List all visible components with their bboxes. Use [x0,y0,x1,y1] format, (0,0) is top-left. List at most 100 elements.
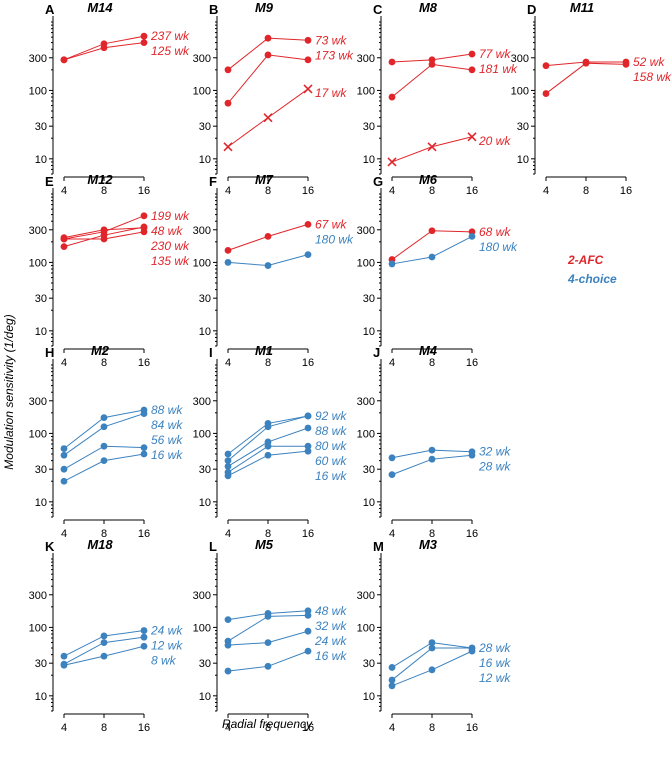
series-label: 56 wk [151,433,183,447]
y-tick-label: 10 [35,497,47,509]
data-point [60,243,68,251]
y-tick-label: 300 [511,53,529,65]
y-tick-label: 30 [199,293,211,305]
y-tick-label: 10 [363,154,375,166]
series-label: 173 wk [315,48,354,62]
data-point [264,233,272,240]
data-point [388,93,396,101]
x-tick-label: 8 [101,722,107,734]
series-label: 12 wk [479,671,511,685]
y-tick-label: 30 [35,121,47,133]
y-tick-label: 300 [193,53,211,65]
y-tick-label: 100 [29,85,47,97]
y-tick-label: 300 [29,53,47,65]
data-point [388,260,396,268]
data-point [224,641,232,649]
data-point [428,253,436,261]
x-tick-label: 16 [302,528,314,540]
data-point [304,36,312,44]
data-point-x [387,157,397,167]
x-tick-label: 16 [302,357,314,369]
data-point [224,259,232,266]
panel-letter: K [45,539,55,554]
series-label: 48 wk [315,604,347,618]
series-label: 32 wk [479,445,511,459]
series-label: 16 wk [151,448,183,462]
series-label: 158 wk [633,70,672,84]
series-56-wk: 56 wk [60,433,183,473]
data-point [100,226,108,234]
y-tick-label: 300 [357,53,375,65]
panel-title: M5 [255,537,274,552]
panel-title: M6 [419,172,438,187]
data-point [140,627,148,634]
x-tick-label: 4 [61,185,67,197]
series-label: 180 wk [315,232,354,246]
panel-title: M2 [91,343,110,358]
data-point [264,612,272,620]
data-point [224,457,232,465]
panel-letter: I [209,345,213,360]
y-tick-label: 30 [35,464,47,476]
x-tick-label: 16 [466,722,478,734]
panel-title: M12 [87,172,113,187]
data-point [468,647,476,655]
y-tick-label: 10 [199,497,211,509]
y-tick-label: 300 [29,396,47,408]
data-point [304,56,312,64]
y-tick-label: 30 [35,658,47,670]
data-point [224,667,232,675]
data-point [60,56,68,64]
data-point-x [467,132,477,142]
panel-letter: H [45,345,54,360]
data-point [304,611,312,619]
y-tick-label: 10 [199,154,211,166]
panel-letter: C [373,2,383,17]
y-tick-label: 100 [357,622,375,634]
series-label: 88 wk [315,424,347,438]
series-label: 230 wk [150,239,190,253]
legend-2afc-label: 2-AFC [567,253,604,267]
y-tick-label: 30 [363,464,375,476]
series-label: 84 wk [151,418,183,432]
series-88-wk: 88 wk [224,412,347,465]
data-point [388,664,396,671]
y-tick-label: 300 [193,225,211,237]
x-tick-label: 16 [466,185,478,197]
panel-title: M3 [419,537,438,552]
series-180-wk: 180 wk [224,232,354,269]
series-label: 80 wk [315,439,347,453]
y-tick-label: 30 [35,293,47,305]
data-point [428,455,436,463]
series-16-wk: 16 wk [60,448,183,485]
y-tick-label: 100 [29,257,47,269]
x-tick-label: 8 [265,528,271,540]
series-label: 16 wk [315,469,347,483]
series-67-wk: 67 wk [224,217,347,254]
series-32-wk: 32 wk [388,445,511,462]
panel-letter: G [373,174,383,189]
series-135-wk: 135 wk [60,223,190,268]
panel-letter: F [209,174,217,189]
panel-letter: L [209,539,217,554]
x-tick-label: 4 [389,185,395,197]
data-point [468,66,476,74]
x-tick-label: 16 [620,185,632,197]
y-tick-label: 10 [199,691,211,703]
data-point [140,642,148,650]
data-point [100,414,108,422]
panel-letter: A [45,2,55,17]
data-point [224,616,232,624]
series-24-wk: 24 wk [224,627,347,649]
series-180-wk: 180 wk [388,233,518,268]
data-point [224,450,232,458]
y-tick-label: 30 [517,121,529,133]
series-label: 237 wk [150,29,190,43]
x-tick-label: 16 [466,528,478,540]
series-88-wk: 88 wk [60,403,183,452]
